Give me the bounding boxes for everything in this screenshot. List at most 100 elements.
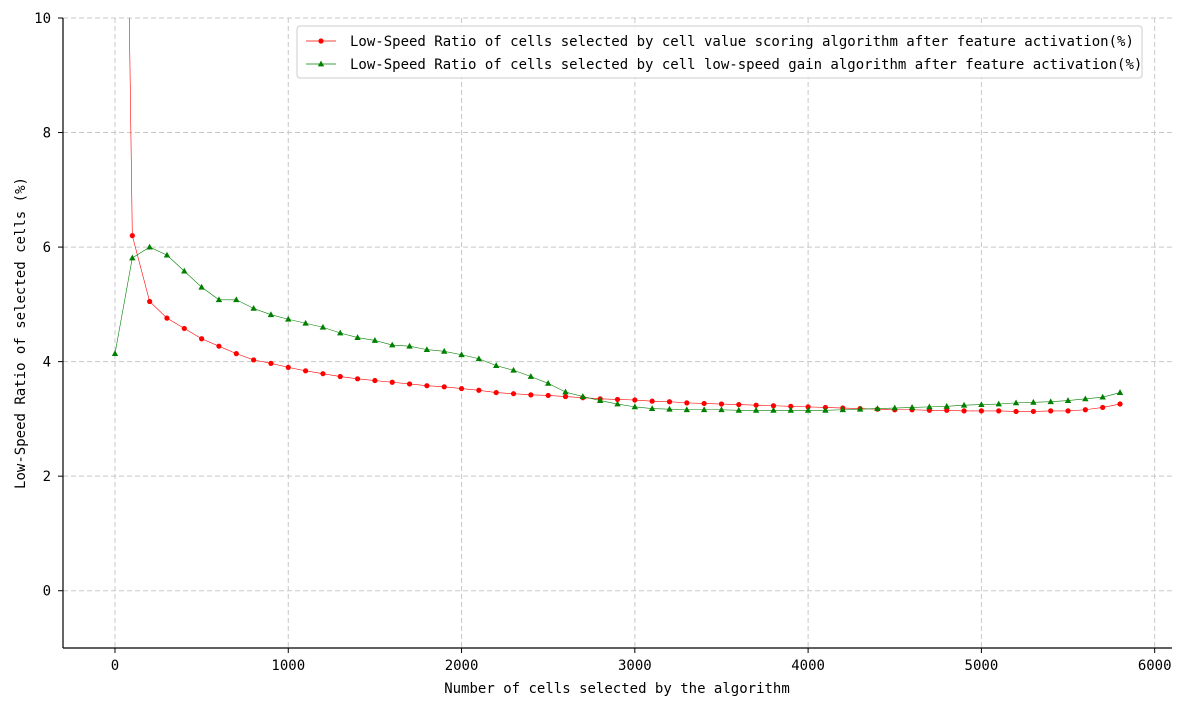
data-point [216,343,222,349]
tick-labels: 0 1000 2000 3000 4000 5000 6000 0 2 4 6 8 10 [34,11,1171,674]
data-point [510,391,517,397]
data-point [251,357,257,363]
legend-marker-1 [318,38,324,44]
data-point [476,387,482,393]
data-point [389,341,396,348]
data-point [718,401,725,407]
data-point [441,384,447,390]
data-point [596,397,604,403]
data-point [856,405,864,412]
data-point [944,407,950,413]
data-point [146,243,153,250]
data-point [423,346,431,353]
data-point [926,403,933,410]
data-point [215,296,223,303]
data-point [406,342,413,349]
data-point [718,406,725,413]
data-point [787,406,794,413]
data-point [510,366,517,373]
data-point [320,371,326,377]
data-point [389,379,395,385]
data-point [735,406,742,413]
data-point [372,377,378,384]
data-point [493,362,500,369]
data-point [181,325,187,332]
data-point [199,336,205,342]
data-point [562,388,569,395]
data-point [770,406,777,413]
data-point [285,364,291,370]
data-point [666,405,673,412]
data-point [354,376,361,382]
data-point [805,404,811,410]
data-point [1100,404,1106,411]
data-point [960,401,968,408]
legend-label-1: Low-Speed Ratio of cells selected by cel… [350,34,1134,50]
y-tick-label: 2 [43,469,51,485]
y-tick-label: 10 [34,11,51,27]
x-axis-label: Number of cells selected by the algorith… [444,681,790,697]
data-point [441,347,448,354]
data-point [233,296,240,303]
data-point [684,400,690,406]
series-line-2 [114,246,1121,411]
data-point [111,350,119,357]
data-point [544,380,552,386]
data-point [649,398,655,404]
data-point [804,406,812,413]
data-point [198,283,205,290]
data-point [701,400,707,407]
legend-label-2: Low-Speed Ratio of cells selected by cel… [350,57,1142,73]
data-point [632,397,638,403]
data-point [129,254,136,261]
y-axis-label: Low-Speed Ratio of selected cells (%) [13,177,29,489]
legend-entry-2: Low-Speed Ratio of cells selected by cel… [306,57,1142,73]
data-point [527,373,535,379]
x-tick-label: 0 [111,658,119,674]
data-point [978,408,984,414]
legend-marker-2 [317,60,325,67]
data-point [1082,407,1088,413]
y-tick-label: 8 [43,126,51,142]
data-point [614,400,621,407]
data-point [788,403,794,409]
x-tick-label: 4000 [791,658,825,674]
y-tick-label: 0 [43,584,51,600]
data-point [337,329,344,336]
data-point [631,403,639,410]
data-point [874,405,881,411]
data-point [545,392,551,399]
data-point [424,383,430,389]
grid [63,17,1172,648]
data-point [267,311,275,318]
data-point [1082,395,1089,402]
data-point [1117,401,1123,407]
data-point [683,406,691,413]
data-point [337,373,343,380]
series-layer [111,18,1124,415]
data-point [891,404,898,411]
data-point [666,399,673,405]
data-point [181,267,188,274]
x-tick-label: 1000 [271,658,305,674]
data-point [1047,398,1054,405]
data-point [752,406,760,413]
x-tick-label: 6000 [1138,658,1172,674]
data-point [1048,408,1054,414]
legend-entry-1: Low-Speed Ratio of cells selected by cel… [306,34,1134,50]
legend-box [296,25,1143,79]
data-point [1099,393,1106,400]
data-point [164,315,170,321]
data-point [1012,399,1020,406]
data-point [978,401,985,407]
data-point [493,389,499,396]
data-point [996,408,1002,414]
data-point [302,368,309,374]
data-point [1030,408,1036,415]
data-point [1030,398,1037,405]
data-point [579,393,587,399]
data-point [562,393,569,400]
data-point [822,406,829,413]
data-point [458,351,465,358]
data-point [614,396,621,403]
